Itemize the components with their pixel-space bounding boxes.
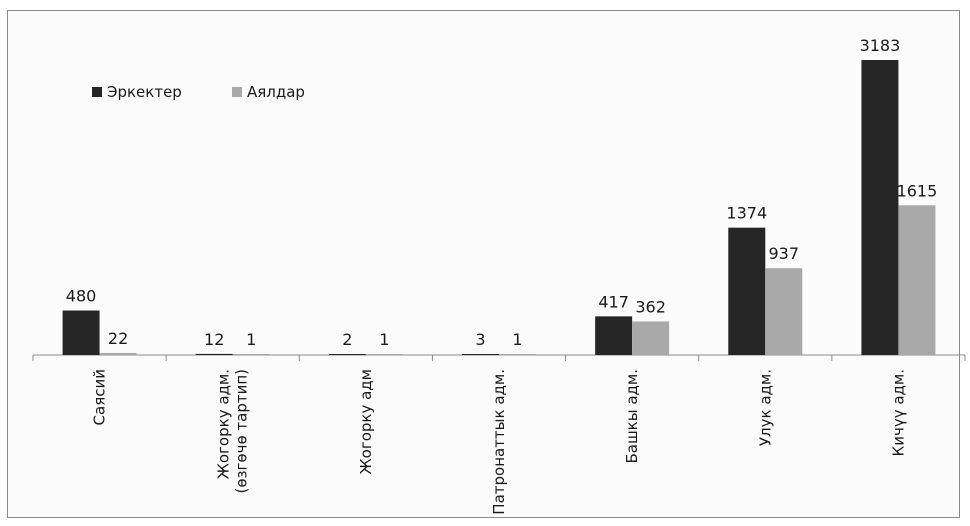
data-label-men-3: 3 — [475, 330, 485, 349]
data-label-women-6: 1615 — [897, 181, 938, 200]
bar-men-5 — [728, 227, 766, 355]
bar-men-3 — [462, 354, 499, 355]
chart-frame — [7, 10, 960, 518]
data-label-men-4: 417 — [598, 292, 629, 311]
category-label-2: Жогорку адм — [357, 369, 375, 475]
category-label-line: Саясий — [91, 369, 109, 425]
bar-women-6 — [898, 205, 936, 355]
bar-men-1 — [195, 353, 233, 355]
legend-label-women: Аялдар — [247, 83, 305, 101]
bar-women-4 — [632, 321, 670, 355]
category-label-line: Патронаттык адм. — [490, 369, 508, 515]
data-label-women-1: 1 — [246, 330, 256, 349]
category-label-line: Улук адм. — [756, 369, 774, 446]
bar-men-2 — [328, 354, 366, 355]
data-label-men-1: 12 — [204, 330, 224, 349]
category-label-line: Жогорку адм. — [215, 369, 233, 479]
category-label-4: Башкы адм. — [623, 369, 641, 464]
category-label-line: Кичүү адм. — [889, 369, 907, 456]
bar-women-5 — [765, 268, 803, 355]
data-label-men-0: 480 — [66, 287, 97, 306]
legend-swatch-men — [92, 87, 102, 97]
category-label-6: Кичүү адм. — [889, 369, 907, 456]
category-label-line: Жогорку адм — [357, 369, 375, 475]
data-label-women-5: 937 — [769, 244, 800, 263]
bar-men-6 — [861, 60, 899, 355]
bar-women-2 — [365, 354, 403, 355]
data-label-women-2: 1 — [379, 330, 389, 349]
bar-women-1 — [232, 354, 270, 355]
category-label-line: Башкы адм. — [623, 369, 641, 464]
data-label-men-6: 3183 — [860, 36, 901, 55]
data-label-women-3: 1 — [512, 330, 522, 349]
legend-swatch-women — [232, 87, 242, 97]
data-label-men-5: 1374 — [726, 204, 767, 223]
bar-women-0 — [99, 352, 137, 355]
category-label-0: Саясий — [91, 369, 109, 425]
data-label-women-4: 362 — [635, 297, 666, 316]
category-label-line: (өзгөчө тартип) — [233, 369, 251, 493]
bar-men-0 — [62, 310, 100, 355]
category-label-5: Улук адм. — [756, 369, 774, 446]
bar-men-4 — [595, 316, 633, 355]
data-label-women-0: 22 — [108, 329, 128, 348]
legend-label-men: Эркектер — [107, 83, 182, 101]
bar-women-3 — [499, 354, 536, 355]
category-label-1: Жогорку адм. (өзгөчө тартип) — [215, 369, 251, 493]
category-label-3: Патронаттык адм. — [490, 369, 508, 515]
data-label-men-2: 2 — [342, 330, 352, 349]
